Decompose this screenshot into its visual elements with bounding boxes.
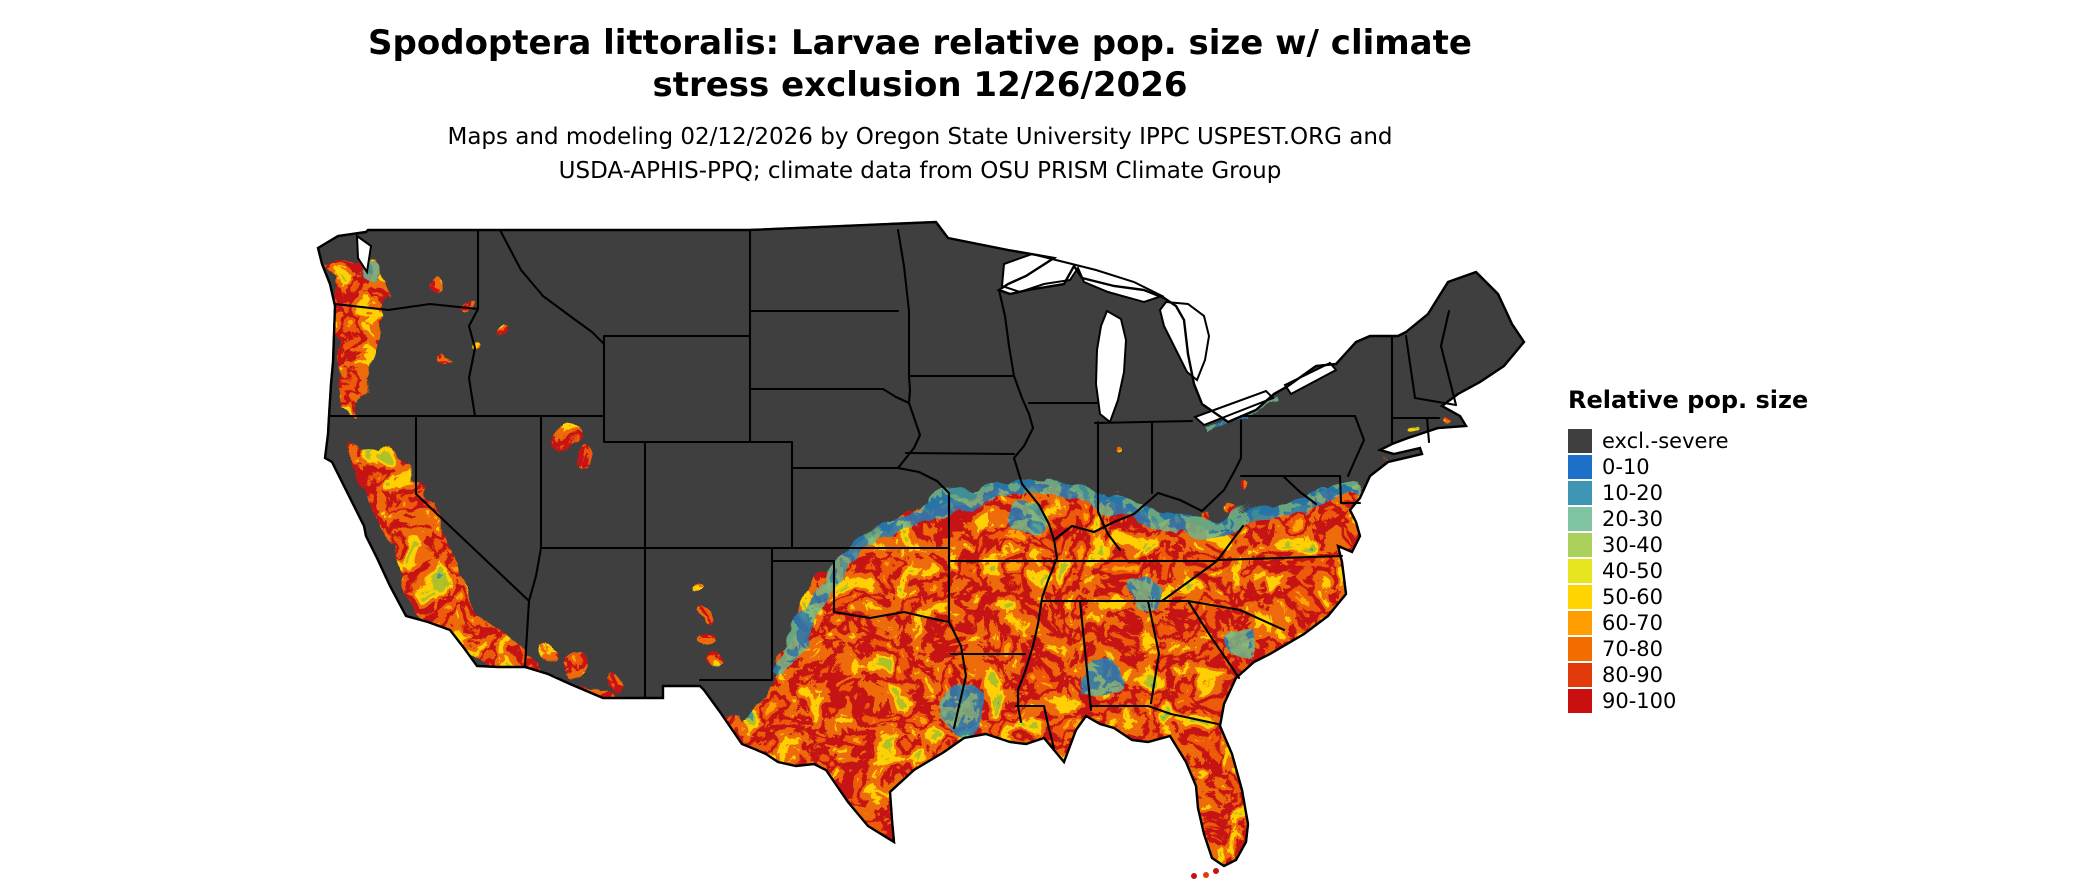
legend-swatch bbox=[1568, 611, 1592, 635]
legend-item: excl.-severe bbox=[1568, 428, 1888, 454]
legend-swatch bbox=[1568, 585, 1592, 609]
legend-label: excl.-severe bbox=[1602, 429, 1729, 453]
legend-item: 70-80 bbox=[1568, 636, 1888, 662]
legend-item: 0-10 bbox=[1568, 454, 1888, 480]
legend-swatch bbox=[1568, 481, 1592, 505]
state-borders bbox=[327, 228, 1458, 750]
map-title: Spodoptera littoralis: Larvae relative p… bbox=[0, 22, 1840, 106]
legend-label: 80-90 bbox=[1602, 663, 1664, 687]
lake-huron bbox=[1158, 300, 1211, 382]
legend-swatch bbox=[1568, 455, 1592, 479]
legend-item: 90-100 bbox=[1568, 688, 1888, 714]
legend-item: 10-20 bbox=[1568, 480, 1888, 506]
legend-label: 10-20 bbox=[1602, 481, 1664, 505]
florida-keys bbox=[1191, 868, 1219, 879]
legend-swatch bbox=[1568, 689, 1592, 713]
legend-item: 60-70 bbox=[1568, 610, 1888, 636]
puget-sound bbox=[355, 233, 373, 275]
legend-item: 20-30 bbox=[1568, 506, 1888, 532]
legend-swatch bbox=[1568, 429, 1592, 453]
us-map-svg bbox=[316, 220, 1526, 879]
legend-item: 40-50 bbox=[1568, 558, 1888, 584]
legend-swatch bbox=[1568, 663, 1592, 687]
legend-label: 0-10 bbox=[1602, 455, 1650, 479]
map-title-line1: Spodoptera littoralis: Larvae relative p… bbox=[368, 23, 1472, 63]
map-subtitle-line2: USDA-APHIS-PPQ; climate data from OSU PR… bbox=[558, 158, 1282, 184]
lake-erie bbox=[1193, 389, 1275, 427]
legend-label: 50-60 bbox=[1602, 585, 1664, 609]
map-subtitle-line1: Maps and modeling 02/12/2026 by Oregon S… bbox=[447, 124, 1393, 150]
legend-swatch bbox=[1568, 559, 1592, 583]
legend-label: 40-50 bbox=[1602, 559, 1664, 583]
legend-swatch bbox=[1568, 533, 1592, 557]
legend-title: Relative pop. size bbox=[1568, 386, 1809, 414]
legend-label: 20-30 bbox=[1602, 507, 1664, 531]
map-subtitle: Maps and modeling 02/12/2026 by Oregon S… bbox=[0, 120, 1840, 188]
legend-item: 30-40 bbox=[1568, 532, 1888, 558]
legend-label: 60-70 bbox=[1602, 611, 1664, 635]
map-title-line2: stress exclusion 12/26/2026 bbox=[652, 65, 1188, 105]
legend-label: 90-100 bbox=[1602, 689, 1677, 713]
legend-label: 30-40 bbox=[1602, 533, 1664, 557]
legend: Relative pop. size excl.-severe 0-10 10-… bbox=[1568, 386, 1888, 714]
lake-ontario bbox=[1283, 361, 1338, 396]
population-raster-layer bbox=[326, 250, 1461, 866]
lake-michigan bbox=[1094, 309, 1128, 424]
legend-swatch bbox=[1568, 637, 1592, 661]
us-choropleth-map bbox=[308, 214, 1528, 884]
legend-item: 80-90 bbox=[1568, 662, 1888, 688]
legend-swatch bbox=[1568, 507, 1592, 531]
legend-label: 70-80 bbox=[1602, 637, 1664, 661]
legend-item: 50-60 bbox=[1568, 584, 1888, 610]
